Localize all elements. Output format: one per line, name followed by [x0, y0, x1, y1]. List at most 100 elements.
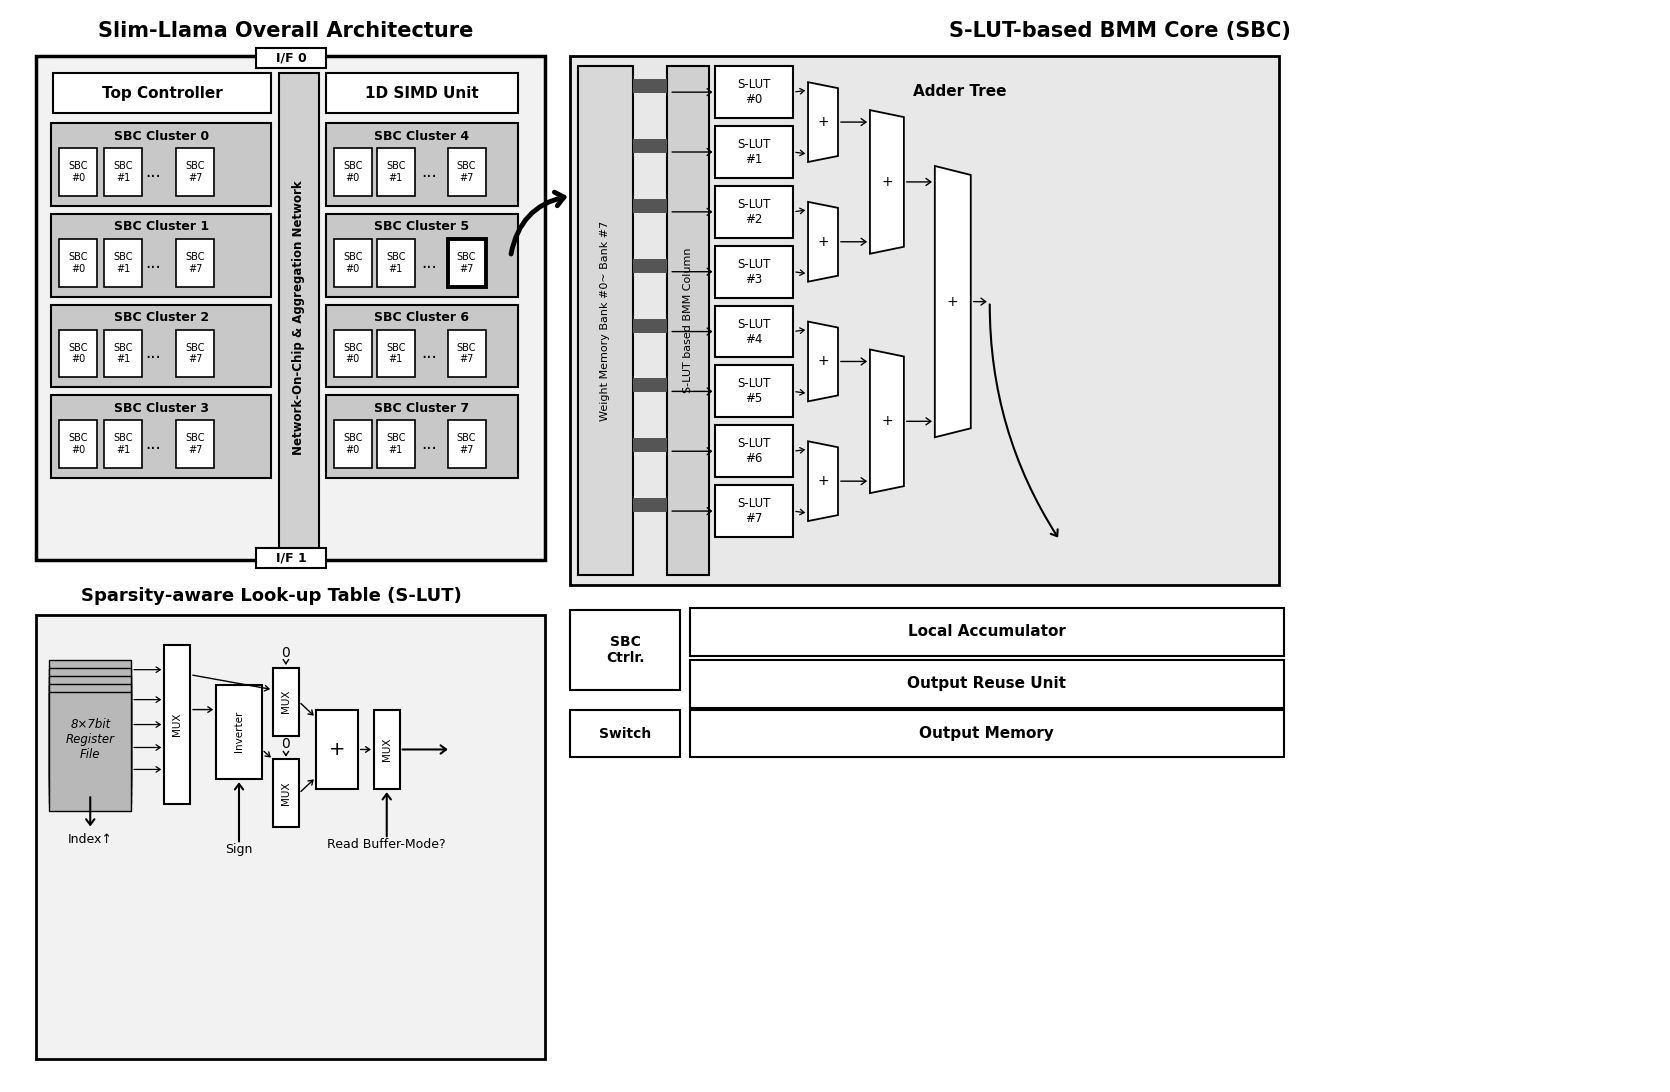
Bar [256, 48, 326, 68]
Text: S-LUT
#2: S-LUT #2 [738, 198, 772, 226]
Text: Sparsity-aware Look-up Table (S-LUT): Sparsity-aware Look-up Table (S-LUT) [80, 586, 461, 605]
Text: SBC
#1: SBC #1 [114, 252, 134, 273]
Text: Switch: Switch [600, 726, 651, 740]
Bar [377, 420, 414, 468]
Text: ...: ... [421, 436, 436, 453]
Text: Network-On-Chip & Aggregation Network: Network-On-Chip & Aggregation Network [292, 180, 306, 455]
Bar [613, 98, 1237, 543]
Text: +: + [817, 235, 828, 249]
Bar [578, 67, 633, 574]
Bar [50, 691, 132, 811]
Bar [715, 186, 793, 238]
Text: ...: ... [145, 344, 160, 363]
Text: Weight Memory Bank #0~ Bank #7: Weight Memory Bank #0~ Bank #7 [601, 221, 610, 420]
Bar [175, 149, 214, 195]
Bar [272, 759, 299, 828]
Bar [448, 420, 486, 468]
Bar [175, 330, 214, 378]
Bar [52, 305, 271, 388]
Bar [626, 112, 1224, 529]
Text: MUX: MUX [382, 738, 392, 761]
Bar [37, 615, 546, 1058]
Text: SBC
#1: SBC #1 [386, 162, 406, 182]
Text: S-LUT
#6: S-LUT #6 [738, 437, 772, 465]
Text: SBC
#7: SBC #7 [458, 162, 476, 182]
Text: ...: ... [145, 163, 160, 181]
Text: MUX: MUX [172, 713, 182, 736]
Text: SBC
#7: SBC #7 [185, 162, 205, 182]
Text: S-LUT based BMM Column: S-LUT based BMM Column [683, 248, 693, 393]
Bar [591, 78, 1258, 563]
Polygon shape [808, 82, 838, 162]
Bar [326, 305, 518, 388]
Bar [571, 710, 680, 758]
Bar [104, 239, 142, 287]
Bar [578, 63, 1273, 578]
Text: Output Reuse Unit: Output Reuse Unit [907, 676, 1065, 691]
Text: SBC
#7: SBC #7 [185, 343, 205, 365]
Bar [620, 105, 1231, 536]
Text: SBC Cluster 4: SBC Cluster 4 [374, 130, 469, 143]
Text: +: + [817, 474, 828, 488]
Bar [633, 319, 668, 333]
Bar [175, 239, 214, 287]
Text: ...: ... [145, 253, 160, 272]
Bar [52, 123, 271, 206]
Polygon shape [870, 349, 903, 494]
Text: SBC
#1: SBC #1 [386, 252, 406, 273]
Bar [326, 73, 518, 114]
Text: S-LUT
#0: S-LUT #0 [738, 79, 772, 106]
Text: SBC
#0: SBC #0 [68, 162, 89, 182]
Bar [606, 91, 1244, 550]
Bar [52, 214, 271, 297]
Text: Read Buffer-Mode?: Read Buffer-Mode? [327, 838, 446, 851]
Bar [571, 57, 1279, 585]
Text: +: + [817, 115, 828, 129]
Bar [334, 149, 372, 195]
Bar [374, 710, 399, 790]
Polygon shape [808, 321, 838, 402]
Text: SBC Cluster 7: SBC Cluster 7 [374, 402, 469, 415]
Text: 0: 0 [282, 737, 291, 751]
Bar [633, 199, 668, 213]
Bar [334, 239, 372, 287]
Text: SBC
#0: SBC #0 [68, 252, 89, 273]
Bar [175, 420, 214, 468]
Bar [690, 660, 1284, 708]
Text: +: + [882, 414, 893, 428]
Text: SBC Cluster 6: SBC Cluster 6 [374, 311, 469, 324]
Text: S-LUT
#1: S-LUT #1 [738, 138, 772, 166]
Text: S-LUT
#3: S-LUT #3 [738, 258, 772, 286]
Bar [164, 644, 190, 805]
Text: Local Accumulator: Local Accumulator [908, 625, 1065, 639]
Bar [377, 239, 414, 287]
Bar [326, 395, 518, 478]
Text: MUX: MUX [281, 782, 291, 805]
Bar [633, 80, 668, 93]
Bar [104, 149, 142, 195]
Text: SBC
#0: SBC #0 [342, 434, 362, 455]
Bar [53, 73, 271, 114]
Bar [326, 123, 518, 206]
Text: SBC
#1: SBC #1 [114, 343, 134, 365]
Text: +: + [817, 355, 828, 368]
Text: SBC
#7: SBC #7 [458, 343, 476, 365]
Bar [715, 425, 793, 477]
Bar [448, 239, 486, 287]
Text: SBC
#0: SBC #0 [68, 434, 89, 455]
Bar [60, 239, 97, 287]
Text: Output Memory: Output Memory [919, 726, 1054, 741]
Polygon shape [870, 110, 903, 253]
Text: ...: ... [421, 163, 436, 181]
Bar [50, 667, 132, 787]
Bar [571, 609, 680, 690]
Text: 0: 0 [282, 645, 291, 660]
Text: Index↑: Index↑ [68, 833, 112, 845]
Text: SBC
#7: SBC #7 [458, 252, 476, 273]
Text: SBC
#1: SBC #1 [114, 162, 134, 182]
Bar [633, 259, 668, 273]
Text: SBC
#7: SBC #7 [185, 434, 205, 455]
Text: MUX: MUX [281, 690, 291, 713]
Bar [448, 330, 486, 378]
Bar [316, 710, 357, 790]
